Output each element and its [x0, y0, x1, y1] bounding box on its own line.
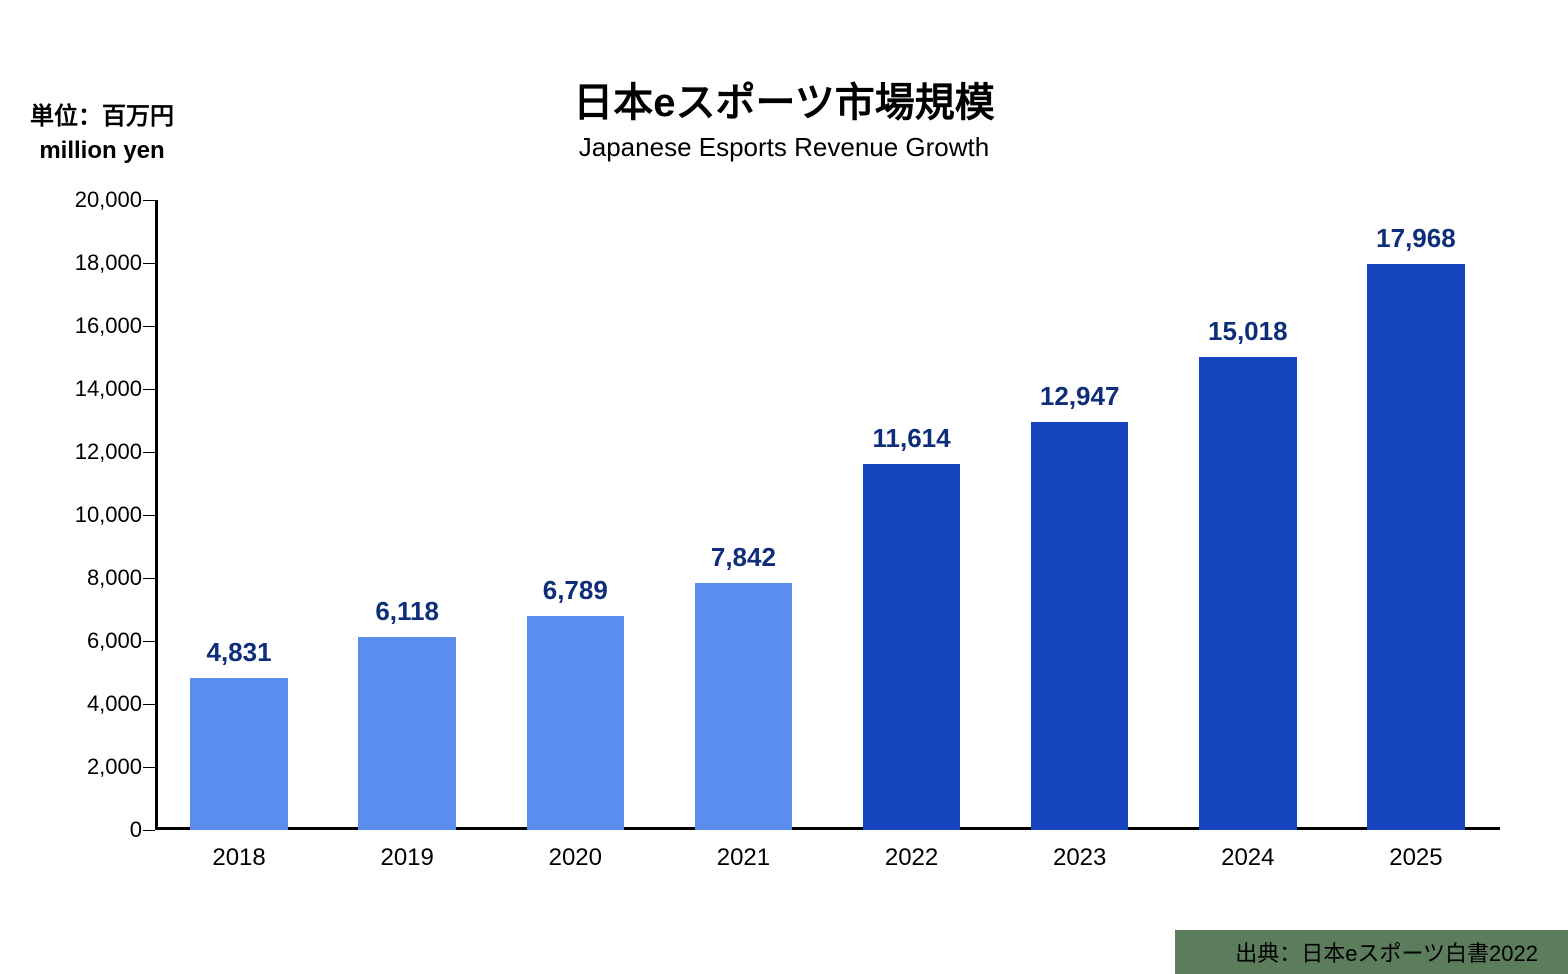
bar: [1031, 422, 1129, 830]
bar-slot: 15,0182024: [1199, 200, 1297, 830]
y-tick: [143, 641, 155, 642]
bar-value-label: 7,842: [646, 542, 841, 573]
bar: [190, 678, 288, 830]
y-tick: [143, 200, 155, 201]
bar-value-label: 4,831: [142, 637, 337, 668]
y-tick: [143, 389, 155, 390]
x-tick-label: 2025: [1318, 844, 1513, 872]
y-tick: [143, 263, 155, 264]
x-tick-label: 2023: [982, 844, 1177, 872]
y-tick: [143, 704, 155, 705]
bar: [695, 583, 793, 830]
bar-slot: 7,8422021: [695, 200, 793, 830]
y-tick-label: 8,000: [87, 565, 142, 591]
y-tick: [143, 767, 155, 768]
bar-slot: 11,6142022: [863, 200, 961, 830]
bar: [527, 616, 625, 830]
y-tick-label: 18,000: [75, 250, 142, 276]
y-tick-label: 0: [130, 817, 142, 843]
chart-title: 日本eスポーツ市場規模: [0, 70, 1568, 128]
source-citation: 出典：日本eスポーツ白書2022: [1175, 930, 1568, 974]
y-tick-label: 12,000: [75, 439, 142, 465]
bar-chart: 4,83120186,11820196,78920207,842202111,6…: [50, 200, 1510, 880]
y-tick-label: 10,000: [75, 502, 142, 528]
y-tick: [143, 830, 155, 831]
bar-value-label: 17,968: [1318, 223, 1513, 254]
bar-value-label: 6,118: [310, 596, 505, 627]
y-tick: [143, 578, 155, 579]
bar-slot: 17,9682025: [1367, 200, 1465, 830]
x-tick-label: 2021: [646, 844, 841, 872]
bar-value-label: 15,018: [1150, 316, 1345, 347]
x-tick-label: 2018: [142, 844, 337, 872]
bar-slot: 12,9472023: [1031, 200, 1129, 830]
y-tick: [143, 452, 155, 453]
bars-area: 4,8312018 6,1182019 6,7892020 7,8422021 11,6…: [155, 200, 1500, 830]
y-tick-label: 6,000: [87, 628, 142, 654]
bar-value-label: 11,614: [814, 423, 1009, 454]
bar: [358, 637, 456, 830]
bar-slot: 4,8312018: [190, 200, 288, 830]
bar-slot: 6,7892020: [527, 200, 625, 830]
bar-slot: 6,1182019: [358, 200, 456, 830]
y-tick-label: 16,000: [75, 313, 142, 339]
y-tick: [143, 515, 155, 516]
x-tick-label: 2022: [814, 844, 1009, 872]
x-tick-label: 2024: [1150, 844, 1345, 872]
chart-subtitle: Japanese Esports Revenue Growth: [0, 132, 1568, 163]
y-tick-label: 2,000: [87, 754, 142, 780]
y-tick-label: 14,000: [75, 376, 142, 402]
x-tick-label: 2019: [310, 844, 505, 872]
bar: [863, 464, 961, 830]
bar: [1199, 357, 1297, 830]
source-label: 出典：日本eスポーツ白書2022: [1235, 936, 1538, 968]
bar-value-label: 6,789: [478, 575, 673, 606]
bar: [1367, 264, 1465, 830]
bar-value-label: 12,947: [982, 381, 1177, 412]
chart-page: 単位：百万円 million yen 日本eスポーツ市場規模 Japanese …: [0, 0, 1568, 974]
x-tick-label: 2020: [478, 844, 673, 872]
y-tick-label: 4,000: [87, 691, 142, 717]
y-tick: [143, 326, 155, 327]
y-tick-label: 20,000: [75, 187, 142, 213]
